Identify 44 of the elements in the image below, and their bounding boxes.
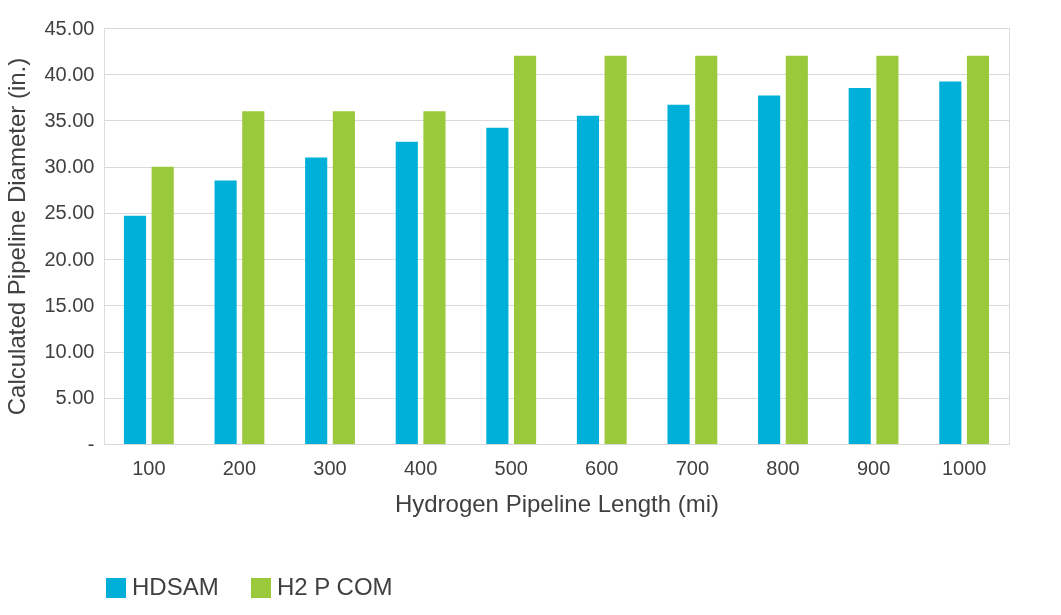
bar xyxy=(305,157,328,444)
bar xyxy=(395,141,418,444)
bar xyxy=(876,55,899,444)
x-tick-label: 500 xyxy=(494,456,528,479)
bar xyxy=(966,55,990,444)
bar xyxy=(695,55,718,444)
x-tick-label: 1000 xyxy=(941,456,987,479)
bar xyxy=(151,166,174,444)
y-tick-label: 15.00 xyxy=(44,293,95,316)
bar xyxy=(486,127,509,444)
y-tick-label: 35.00 xyxy=(44,108,95,131)
y-axis-title: Calculated Pipeline Diameter (in.) xyxy=(3,57,31,416)
bar xyxy=(513,55,537,444)
x-tick-label: 400 xyxy=(403,456,438,479)
y-tick-label: 5.00 xyxy=(55,386,95,409)
x-tick-label: 700 xyxy=(675,456,710,479)
y-tick-label: 30.00 xyxy=(44,155,95,178)
bar xyxy=(758,95,781,444)
x-axis-title: Hydrogen Pipeline Length (mi) xyxy=(394,489,720,517)
bar xyxy=(667,104,690,444)
x-tick-label: 300 xyxy=(313,456,347,479)
bar xyxy=(576,115,600,444)
x-tick-label: 800 xyxy=(766,456,800,479)
x-tick-label: 900 xyxy=(856,456,891,479)
y-tick-label: - xyxy=(87,432,95,455)
y-tick-label: 40.00 xyxy=(44,62,95,85)
y-tick-label: 45.00 xyxy=(44,16,95,39)
bar xyxy=(604,55,627,444)
bar xyxy=(785,55,808,444)
bar xyxy=(939,81,962,444)
y-tick-label: 25.00 xyxy=(44,201,95,224)
x-tick-label: 100 xyxy=(132,456,166,479)
bar xyxy=(242,111,265,444)
y-tick-label: 20.00 xyxy=(44,247,95,270)
y-tick-label: 10.00 xyxy=(44,340,95,363)
x-tick-label: 200 xyxy=(222,456,257,479)
bar xyxy=(423,111,446,444)
bar xyxy=(332,111,355,444)
bar xyxy=(848,88,871,444)
legend-label: H2 P COM xyxy=(277,573,393,600)
bar xyxy=(123,215,147,444)
x-tick-label: 600 xyxy=(585,456,619,479)
legend-label: HDSAM xyxy=(132,573,219,600)
bar xyxy=(214,180,237,444)
